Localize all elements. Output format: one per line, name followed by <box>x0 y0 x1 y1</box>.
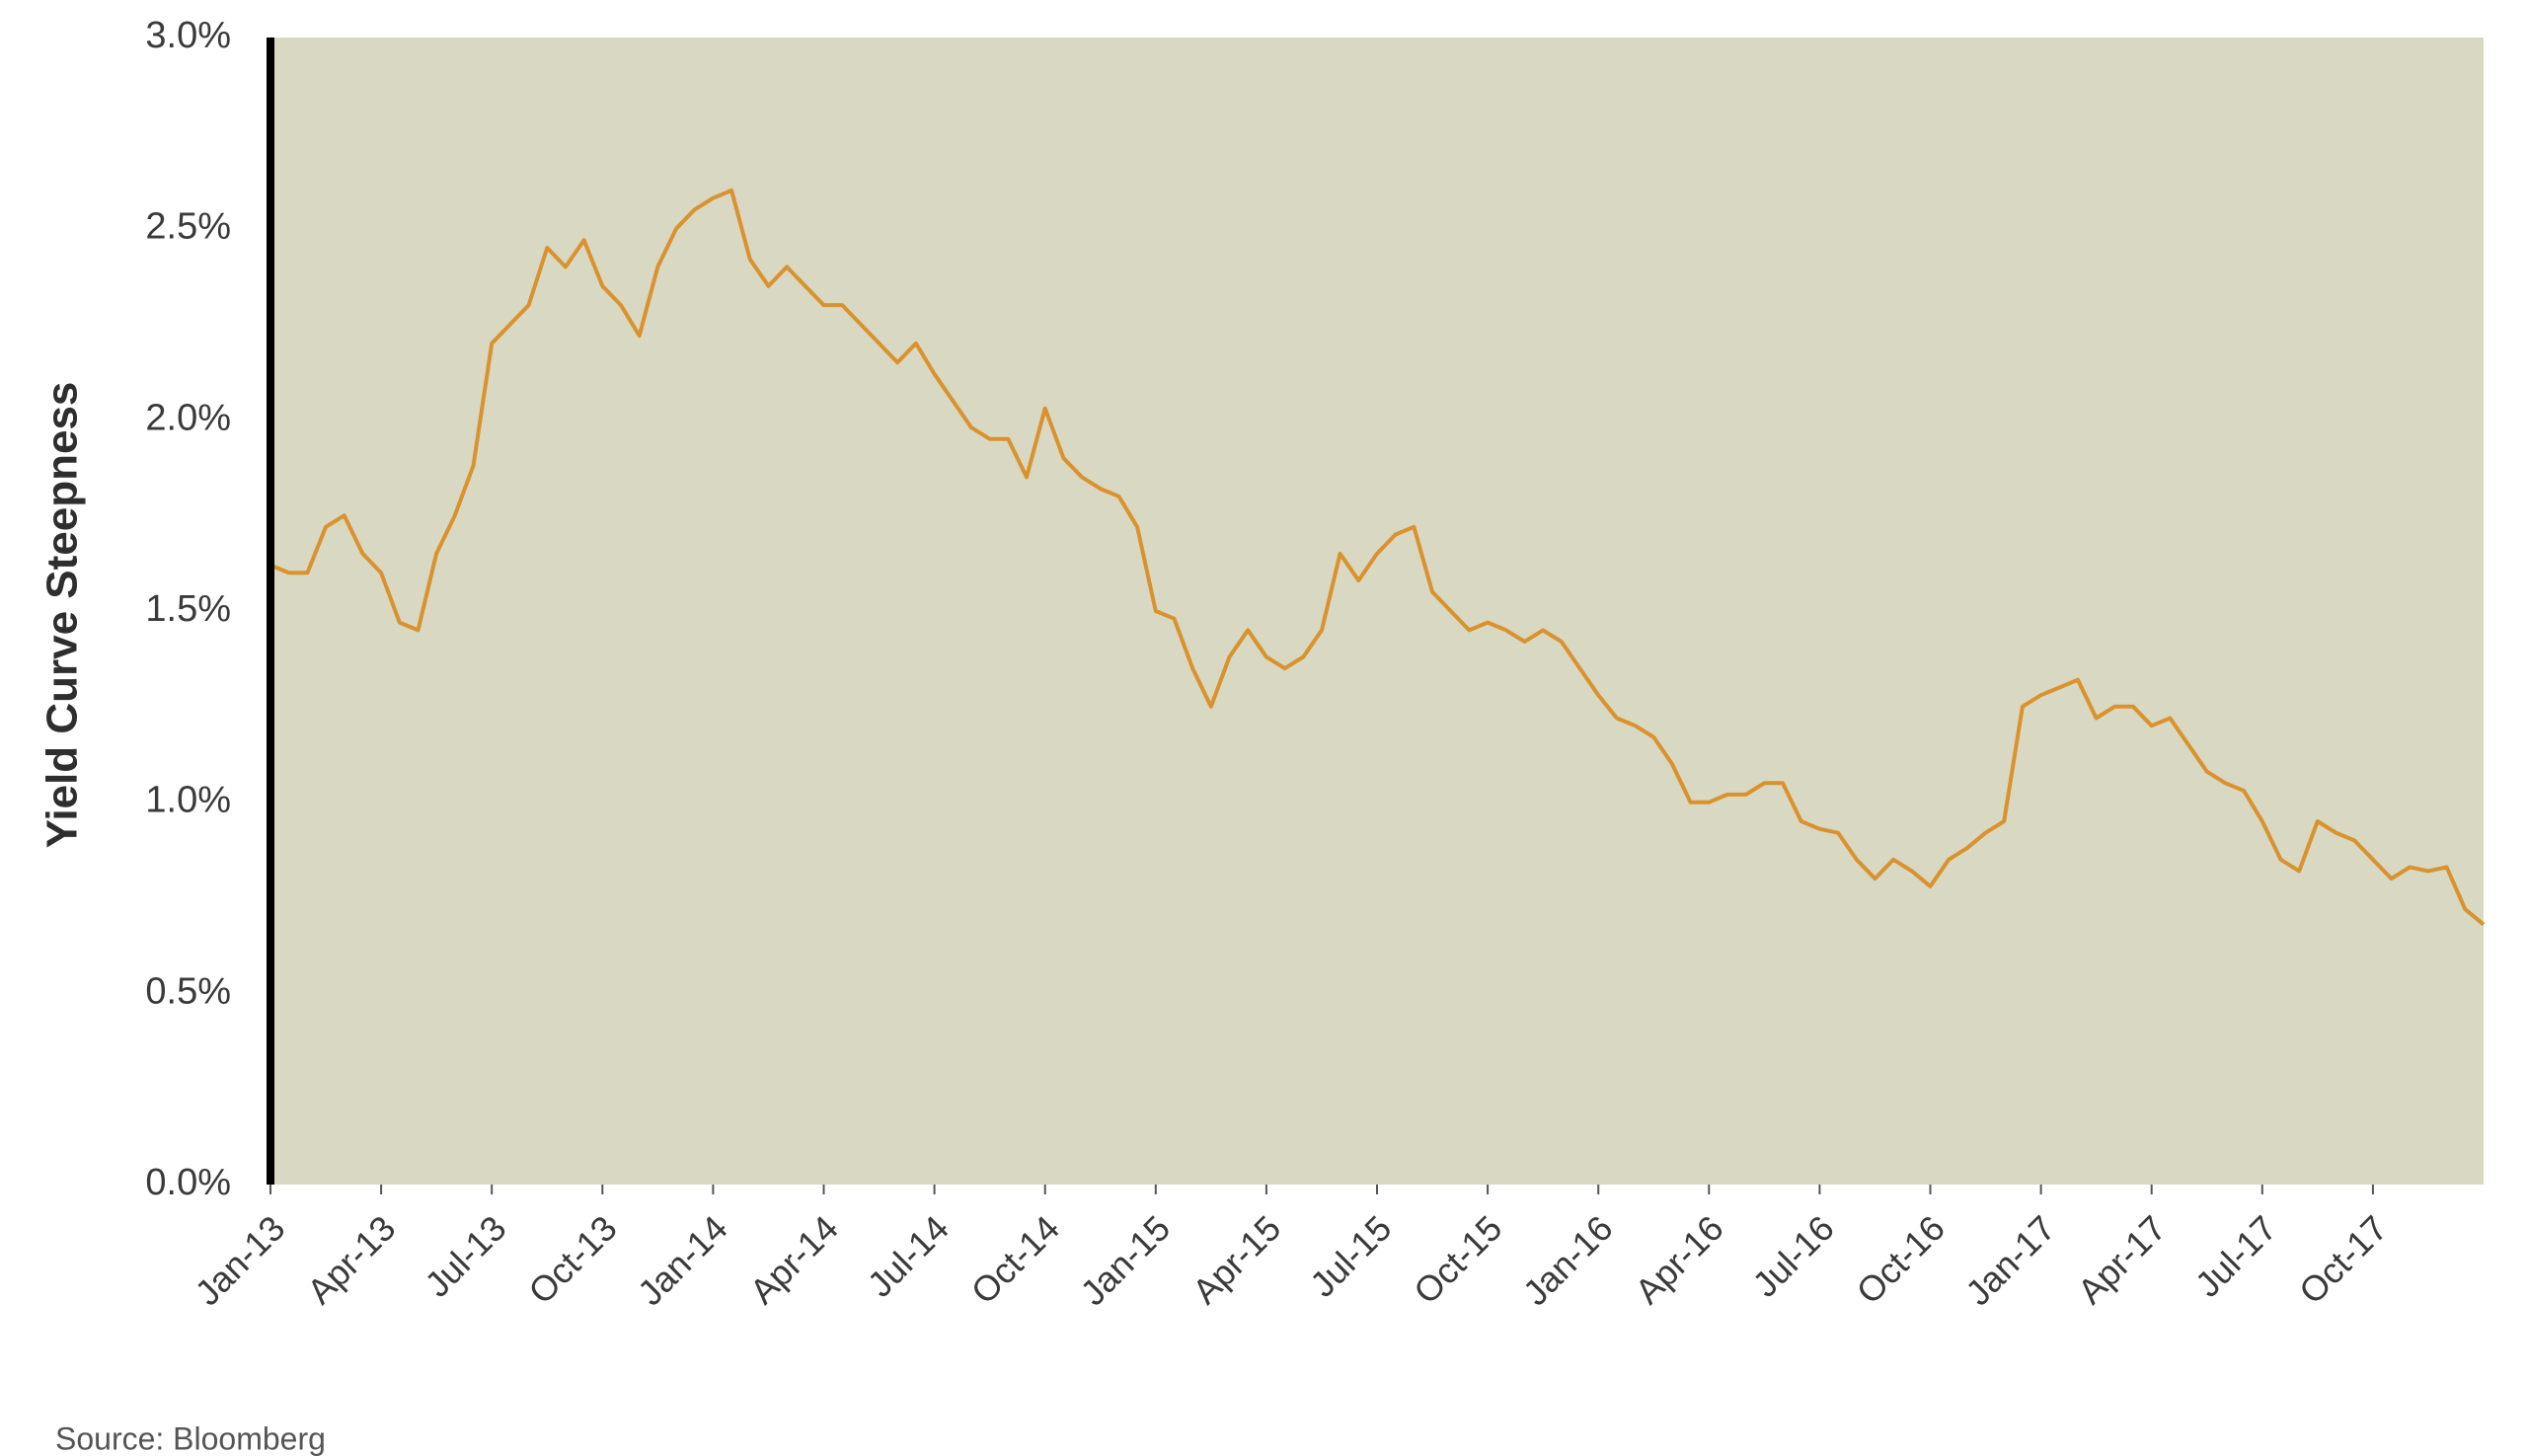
x-tick-label: Apr-13 <box>299 1207 403 1311</box>
x-tick-label: Jul-15 <box>1302 1207 1399 1304</box>
x-tick-label: Oct-13 <box>520 1207 624 1311</box>
y-tick-label: 0.0% <box>145 1162 231 1203</box>
line-series <box>269 188 2486 927</box>
source-note: Source: Bloomberg <box>55 1420 326 1456</box>
y-axis-title: Yield Curve Steepness <box>38 382 87 849</box>
x-tick-label: Jan-15 <box>1072 1207 1178 1313</box>
x-tick-label: Oct-17 <box>2291 1207 2395 1311</box>
x-tick-label: Apr-14 <box>741 1207 845 1311</box>
x-tick-label: Jan-13 <box>188 1207 293 1313</box>
x-tick-label: Jul-13 <box>417 1207 513 1304</box>
x-tick-label: Apr-15 <box>1185 1207 1288 1311</box>
x-tick-label: Oct-14 <box>963 1207 1067 1311</box>
plot-area <box>270 38 2484 1185</box>
x-tick-label: Jul-16 <box>1744 1207 1841 1304</box>
y-tick-label: 2.5% <box>145 206 231 248</box>
x-tick-label: Jan-17 <box>1957 1207 2063 1313</box>
x-tick-label: Jul-14 <box>860 1207 957 1304</box>
x-tick-label: Oct-15 <box>1406 1207 1509 1311</box>
x-tick-label: Oct-16 <box>1848 1207 1952 1311</box>
x-tick-label: Apr-17 <box>2070 1207 2174 1311</box>
y-tick-label: 3.0% <box>145 15 231 56</box>
y-tick-label: 0.5% <box>145 970 231 1012</box>
y-tick-label: 1.5% <box>145 588 231 630</box>
y-tick-label: 2.0% <box>145 397 231 438</box>
x-tick-label: Jan-16 <box>1515 1207 1621 1313</box>
x-tick-label: Jan-14 <box>630 1207 735 1313</box>
x-tick-label: Apr-16 <box>1627 1207 1730 1311</box>
y-tick-label: 1.0% <box>145 780 231 821</box>
x-tick-label: Jul-17 <box>2187 1207 2284 1304</box>
